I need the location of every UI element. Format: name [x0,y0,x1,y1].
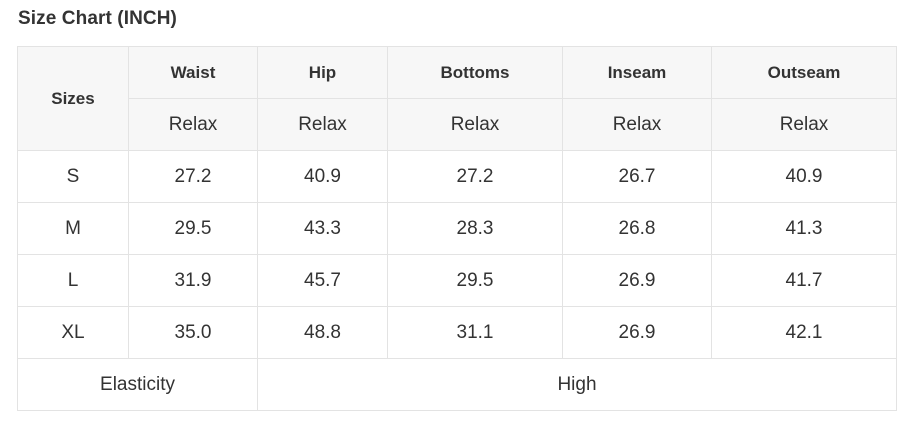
table-cell: 31.9 [128,254,258,307]
column-header-bottoms: Bottoms [387,46,563,99]
table-cell: 29.5 [128,202,258,255]
elasticity-row: Elasticity High [17,358,897,411]
elasticity-label: Elasticity [17,358,258,411]
column-header-waist: Waist [128,46,258,99]
size-label: L [17,254,129,307]
table-cell: 40.9 [711,150,897,203]
size-label: M [17,202,129,255]
subheader-bottoms: Relax [387,98,563,151]
sizes-column-header: Sizes [17,46,129,151]
subheader-row: Relax Relax Relax Relax Relax [18,98,897,151]
subheader-outseam: Relax [711,98,897,151]
table-row: S 27.2 40.9 27.2 26.7 40.9 [17,150,897,203]
table-cell: 40.9 [257,150,388,203]
size-chart-table: Sizes Waist Hip Bottoms Inseam Outseam R… [17,46,897,411]
column-header-hip: Hip [257,46,388,99]
subheader-waist: Relax [128,98,258,151]
header-row: Sizes Waist Hip Bottoms Inseam Outseam [17,46,897,151]
elasticity-value: High [257,358,897,411]
column-header-inseam: Inseam [562,46,712,99]
table-cell: 26.9 [562,254,712,307]
table-cell: 27.2 [387,150,563,203]
table-cell: 45.7 [257,254,388,307]
table-cell: 27.2 [128,150,258,203]
table-cell: 42.1 [711,306,897,359]
size-label: S [17,150,129,203]
table-row: L 31.9 45.7 29.5 26.9 41.7 [17,254,897,307]
table-cell: 35.0 [128,306,258,359]
subheader-inseam: Relax [562,98,712,151]
table-cell: 28.3 [387,202,563,255]
table-cell: 26.9 [562,306,712,359]
table-row: M 29.5 43.3 28.3 26.8 41.3 [17,202,897,255]
table-cell: 29.5 [387,254,563,307]
table-cell: 41.3 [711,202,897,255]
table-cell: 31.1 [387,306,563,359]
table-cell: 41.7 [711,254,897,307]
table-row: XL 35.0 48.8 31.1 26.9 42.1 [17,306,897,359]
column-header-outseam: Outseam [711,46,897,99]
subheader-hip: Relax [257,98,388,151]
table-cell: 26.8 [562,202,712,255]
table-cell: 26.7 [562,150,712,203]
page-title: Size Chart (INCH) [18,8,177,29]
table-cell: 43.3 [257,202,388,255]
size-label: XL [17,306,129,359]
table-cell: 48.8 [257,306,388,359]
